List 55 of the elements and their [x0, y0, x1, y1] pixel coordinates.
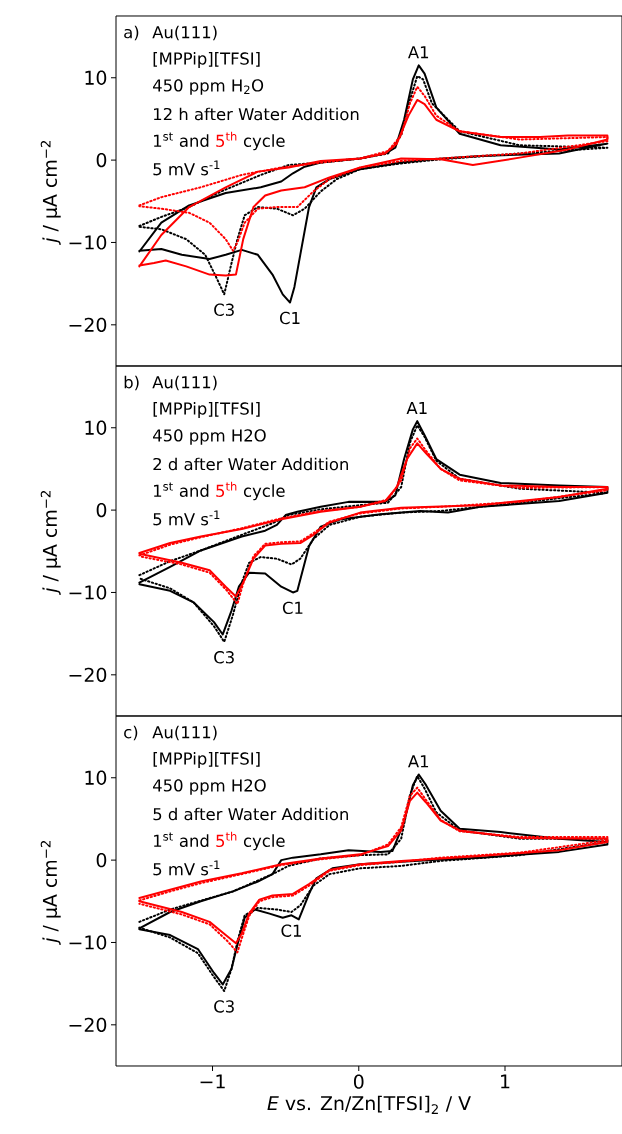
- y-tick-label: 10: [85, 70, 107, 85]
- x-tick-label: 0: [353, 1074, 364, 1089]
- annotation: C3: [214, 1000, 234, 1013]
- x-tick-label: −1: [200, 1074, 225, 1089]
- annotation: Au(111): [152, 375, 217, 391]
- annotation: 5 mV s$^{-1}$: [153, 160, 220, 176]
- y-tick-label: 10: [85, 770, 107, 785]
- annotation: C3: [214, 303, 234, 316]
- y-tick-label: −10: [69, 585, 107, 600]
- annotation: 5$^{th}$: [216, 131, 237, 148]
- annotation: C1: [279, 311, 300, 325]
- y-axis-title: j / µA cm$^{−2}$: [40, 491, 61, 595]
- annotation: cycle: [243, 834, 285, 851]
- annotation: [MPPip][TFSI]: [153, 402, 260, 418]
- annotation: c): [124, 725, 138, 741]
- y-axis-title: j / µA cm$^{−2}$: [40, 141, 61, 245]
- y-tick-label: −10: [69, 235, 107, 250]
- annotation: 12 h after Water Addition: [154, 107, 359, 121]
- y-tick-label: −20: [69, 1017, 107, 1032]
- annotation: [MPPip][TFSI]: [153, 52, 260, 68]
- y-tick-label: 0: [96, 852, 107, 868]
- annotation: 1$^{st}$ and: [154, 482, 209, 498]
- annotation: cycle: [243, 134, 285, 151]
- annotation: 1$^{st}$ and: [154, 132, 209, 148]
- annotation: 5$^{th}$: [216, 481, 237, 498]
- annotation: C3: [214, 651, 234, 664]
- annotation: b): [124, 375, 139, 391]
- annotation: 450 ppm H$_{2}$O: [153, 79, 264, 95]
- annotation: 5 mV s$^{-1}$: [153, 510, 220, 526]
- annotation: a): [124, 25, 139, 41]
- annotation: C1: [281, 924, 301, 937]
- y-axis-title: j / µA cm$^{−2}$: [40, 841, 61, 945]
- annotation: Au(111): [152, 725, 217, 741]
- x-tick-label: 1: [501, 1074, 510, 1089]
- y-tick-label: −20: [69, 667, 107, 682]
- annotation: 450 ppm H2O: [153, 779, 266, 795]
- annotation: 450 ppm H2O: [153, 429, 266, 445]
- y-tick-label: −20: [69, 317, 107, 332]
- y-tick-label: 10: [85, 420, 107, 435]
- annotation: A1: [406, 401, 427, 414]
- annotation: 2 d after Water Addition: [153, 457, 348, 471]
- annotation: Au(111): [152, 25, 217, 41]
- y-tick-label: 0: [96, 152, 107, 168]
- y-tick-label: 0: [96, 502, 107, 518]
- annotation: cycle: [243, 484, 285, 501]
- annotation: 1$^{st}$ and: [154, 832, 209, 848]
- x-axis-title: E vs. Zn/Zn[TFSI]$_{2}$ / V: [267, 1095, 471, 1114]
- annotation: 5 mV s$^{-1}$: [153, 860, 220, 876]
- annotation: 5$^{th}$: [216, 831, 237, 848]
- annotation: 5 d after Water Addition: [153, 807, 348, 821]
- annotation: C1: [282, 601, 303, 615]
- annotation: A1: [408, 755, 429, 768]
- annotation: [MPPip][TFSI]: [153, 752, 260, 768]
- annotation: A1: [408, 46, 429, 59]
- y-tick-label: −10: [69, 935, 107, 950]
